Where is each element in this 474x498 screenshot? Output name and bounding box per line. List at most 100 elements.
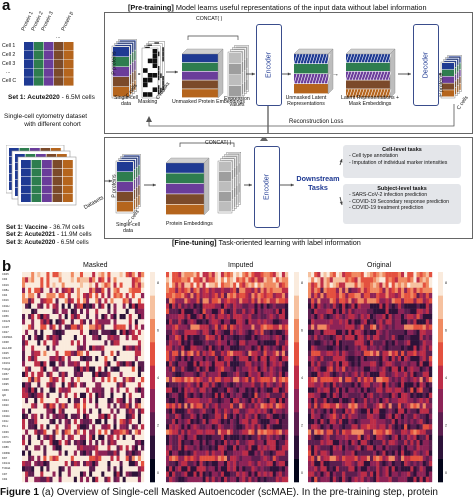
heatmap-cell xyxy=(320,345,324,351)
heatmap-cell xyxy=(134,429,139,435)
heatmap-cell xyxy=(125,303,129,309)
heatmap-cell xyxy=(260,319,264,325)
heatmap-cell xyxy=(363,434,368,441)
heatmap-cell xyxy=(116,287,120,294)
heatmap-cell xyxy=(184,429,188,435)
heatmap-cell xyxy=(314,387,318,393)
heatmap-cell xyxy=(86,377,90,383)
heatmap-cell xyxy=(251,466,255,472)
heatmap-cell xyxy=(166,356,170,362)
heatmap-cell xyxy=(175,466,179,472)
input-matrix xyxy=(24,42,74,86)
heatmap-cell xyxy=(122,429,126,435)
heatmap-cell xyxy=(236,329,240,336)
heatmap-cell xyxy=(46,303,50,309)
heatmap-cell xyxy=(89,382,93,388)
pt-unmasked-embed-label: Unmasked Protein Embeddings xyxy=(172,99,245,105)
heatmap-cell xyxy=(419,340,423,346)
heatmap-cell xyxy=(236,272,240,278)
heatmap-cell xyxy=(220,371,225,378)
heatmap-cell xyxy=(278,403,283,409)
pt-arrow-1-head xyxy=(174,70,178,74)
heatmap-cell xyxy=(172,282,176,288)
heatmap-cell xyxy=(317,335,321,341)
heatmap-cell xyxy=(110,382,114,388)
heatmap-cell xyxy=(410,408,414,414)
heatmap-cell xyxy=(257,272,261,278)
heatmap-cell xyxy=(116,340,120,346)
heatmap-cell xyxy=(89,324,93,330)
heatmap-cell xyxy=(205,277,209,283)
heatmap-cell xyxy=(83,466,87,472)
heatmap-cell xyxy=(37,403,41,409)
heatmap-cell xyxy=(317,398,321,404)
heatmap-cell xyxy=(64,413,68,420)
heatmap-cell xyxy=(140,408,145,414)
heatmap-cell xyxy=(205,445,209,451)
heatmap-cell xyxy=(410,335,414,341)
heatmap-cell xyxy=(208,277,212,283)
heatmap-cell xyxy=(28,371,32,378)
heatmap-cell xyxy=(320,429,324,435)
heatmap-cell xyxy=(55,345,59,351)
heatmap-cell xyxy=(363,345,368,351)
heatmap-cell xyxy=(373,366,377,372)
heatmap-cell xyxy=(314,350,318,357)
heatmap-cell xyxy=(196,340,200,346)
heatmap-cell xyxy=(52,419,56,425)
heatmap-cell xyxy=(348,345,352,351)
heatmap-cell xyxy=(73,476,78,483)
heatmap-cell xyxy=(55,319,59,325)
heatmap-cell xyxy=(357,314,361,320)
heatmap-cell xyxy=(202,282,206,288)
heatmap-cell xyxy=(419,424,423,430)
heatmap-cell xyxy=(122,476,126,483)
heatmap-cell xyxy=(419,356,423,362)
heatmap-cell xyxy=(34,445,38,451)
heatmap-cell xyxy=(360,303,364,309)
heatmap-cell xyxy=(52,324,56,330)
heatmap-cell xyxy=(208,303,212,309)
heatmap-cell xyxy=(178,324,182,330)
heatmap-cell xyxy=(323,298,327,304)
heatmap-cell xyxy=(391,366,395,372)
heatmap-cell xyxy=(172,324,176,330)
heatmap-cell xyxy=(239,356,243,362)
heatmap-cell xyxy=(34,356,38,362)
heatmap-cell xyxy=(351,392,355,399)
heatmap-cell xyxy=(248,434,252,441)
heatmap-cell xyxy=(46,471,50,477)
heatmap-cell xyxy=(190,392,194,399)
heatmap-cell xyxy=(110,408,114,414)
heatmap-cell xyxy=(169,277,173,283)
heatmap-cell xyxy=(37,434,41,441)
heatmap-cell xyxy=(329,335,333,341)
heatmap-cell xyxy=(263,413,267,420)
heatmap-cell xyxy=(28,392,32,399)
heatmap-cell xyxy=(46,392,50,399)
heatmap-cell xyxy=(314,287,318,294)
heatmap-cell xyxy=(357,329,361,336)
heatmap-cell xyxy=(208,466,212,472)
heatmap-cell xyxy=(79,461,84,467)
heatmap-cell xyxy=(363,429,368,435)
heatmap-cell xyxy=(419,403,423,409)
heatmap-cell xyxy=(223,340,228,346)
heatmap-cell xyxy=(22,298,26,304)
heatmap-cell xyxy=(73,413,78,420)
heatmap-cell xyxy=(376,324,380,330)
heatmap-cell xyxy=(137,403,142,409)
heatmap-cell xyxy=(370,308,374,315)
heatmap-cell xyxy=(113,361,117,367)
heatmap-cell xyxy=(345,398,349,404)
heatmap-cell xyxy=(199,350,203,357)
heatmap-cell xyxy=(348,324,352,330)
heatmap-cell xyxy=(360,329,364,336)
heatmap-row-label: CD19 xyxy=(2,283,9,287)
heatmap-cell xyxy=(178,366,182,372)
heatmap-cell xyxy=(205,303,209,309)
heatmap-cell xyxy=(131,398,136,404)
cube-slice xyxy=(294,64,328,74)
cube-side xyxy=(389,48,396,99)
heatmap-cell xyxy=(140,387,145,393)
